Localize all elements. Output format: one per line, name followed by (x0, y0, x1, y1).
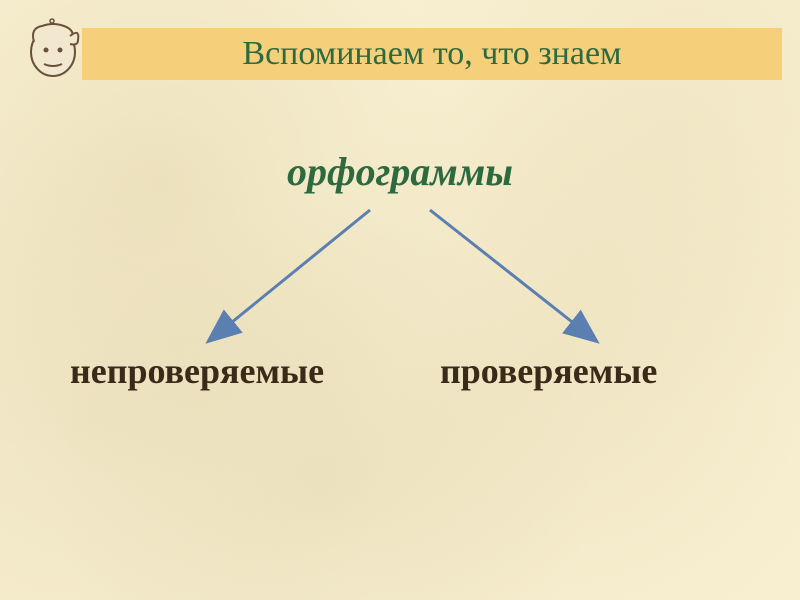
header-bar: Вспоминаем то, что знаем (82, 28, 782, 80)
root-word: орфограммы (0, 148, 800, 195)
slide-container: Вспоминаем то, что знаем орфограммы непр… (0, 0, 800, 600)
branch-left-label: непроверяемые (70, 350, 324, 392)
arrow-left (210, 210, 370, 340)
branch-arrows (0, 200, 800, 370)
thinking-person-icon (22, 18, 84, 86)
header-title: Вспоминаем то, что знаем (242, 35, 621, 73)
branch-right-label: проверяемые (440, 350, 657, 392)
arrow-right (430, 210, 595, 340)
